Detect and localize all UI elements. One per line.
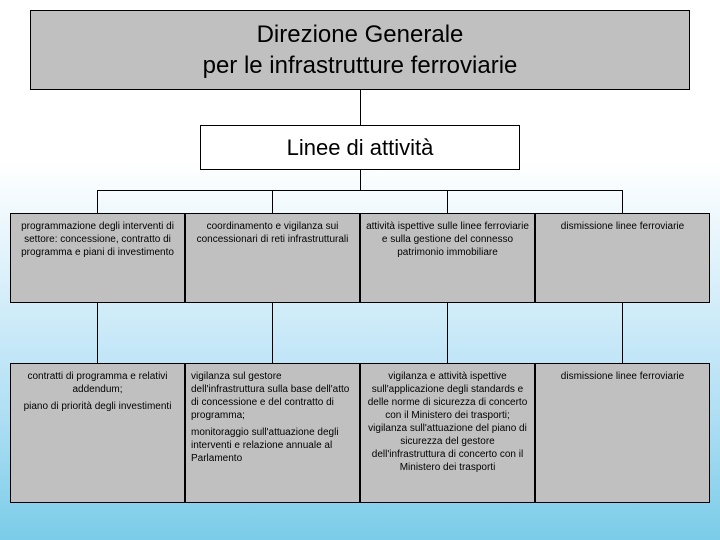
detail-text: vigilanza sul gestore dell'infrastruttur… [191, 370, 354, 422]
detail-text: vigilanza e attività ispettive sull'appl… [366, 370, 529, 474]
activities-row: programmazione degli interventi di setto… [10, 213, 710, 303]
activity-cell: dismissione linee ferroviarie [535, 213, 710, 303]
connector [622, 303, 623, 363]
connector [622, 190, 623, 213]
header-box: Direzione Generale per le infrastrutture… [30, 10, 690, 90]
detail-text: dismissione linee ferroviarie [541, 370, 704, 383]
detail-cell: dismissione linee ferroviarie [535, 363, 710, 503]
activity-text: coordinamento e vigilanza sui concession… [191, 220, 354, 246]
activity-text: attività ispettive sulle linee ferroviar… [366, 220, 529, 259]
activity-text: dismissione linee ferroviarie [541, 220, 704, 233]
details-row: contratti di programma e relativi addend… [10, 363, 710, 503]
activity-cell: programmazione degli interventi di setto… [10, 213, 185, 303]
connector [97, 190, 98, 213]
subheader-box: Linee di attività [200, 125, 520, 170]
detail-cell: vigilanza e attività ispettive sull'appl… [360, 363, 535, 503]
connector [360, 90, 361, 125]
connector [447, 303, 448, 363]
header-title-2: per le infrastrutture ferroviarie [203, 50, 518, 81]
activity-cell: attività ispettive sulle linee ferroviar… [360, 213, 535, 303]
detail-cell: vigilanza sul gestore dell'infrastruttur… [185, 363, 360, 503]
connector [97, 190, 623, 191]
connector [272, 190, 273, 213]
detail-text: monitoraggio sull'attuazione degli inter… [191, 426, 354, 465]
connector [272, 303, 273, 363]
connector [360, 170, 361, 190]
header-title-1: Direzione Generale [203, 19, 518, 50]
detail-text: piano di priorità degli investimenti [16, 400, 179, 413]
connector [447, 190, 448, 213]
detail-cell: contratti di programma e relativi addend… [10, 363, 185, 503]
subheader-label: Linee di attività [287, 135, 434, 161]
connector [97, 303, 98, 363]
activity-text: programmazione degli interventi di setto… [16, 220, 179, 259]
detail-text: contratti di programma e relativi addend… [16, 370, 179, 396]
activity-cell: coordinamento e vigilanza sui concession… [185, 213, 360, 303]
